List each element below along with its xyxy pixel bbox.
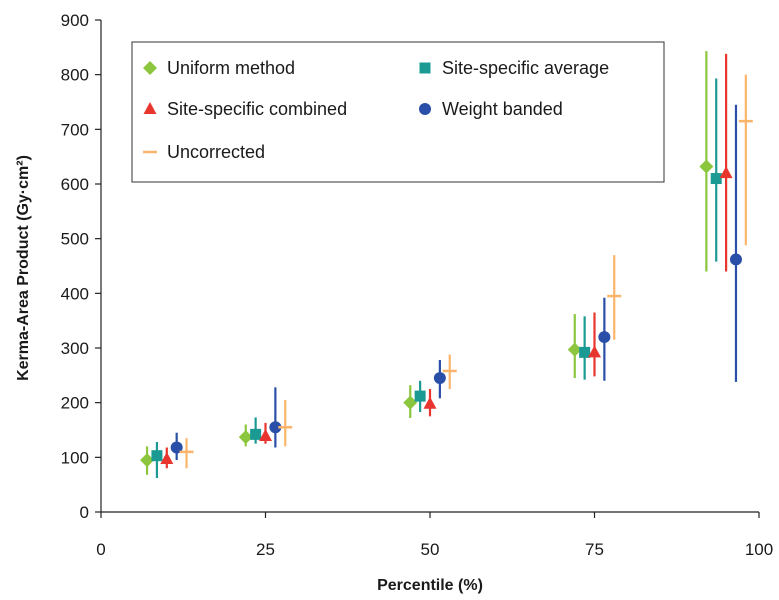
series-5 xyxy=(179,74,753,469)
series-1 xyxy=(140,51,714,475)
data-point xyxy=(699,159,714,174)
data-point xyxy=(598,331,611,344)
y-tick-label: 700 xyxy=(61,120,89,139)
data-point xyxy=(719,166,733,179)
chart-marks xyxy=(140,51,753,479)
legend-label: Weight banded xyxy=(442,99,563,119)
y-tick-label: 400 xyxy=(61,284,89,303)
data-point xyxy=(423,396,437,409)
legend-label: Uncorrected xyxy=(167,142,265,162)
data-point xyxy=(414,390,426,402)
legend-marker xyxy=(143,102,157,114)
data-point xyxy=(579,346,591,358)
chart-ticks: 0 100 200 300 400 500 600 700 800 900 0 25 50 75 100 xyxy=(61,11,774,559)
data-point xyxy=(588,345,601,358)
y-axis-label: Kerma-Area Product (Gy·cm²) xyxy=(15,155,32,381)
data-point xyxy=(160,451,174,464)
legend-label: Site-specific combined xyxy=(167,99,347,119)
data-point xyxy=(269,421,282,434)
y-tick-label: 0 xyxy=(80,503,89,522)
legend-marker xyxy=(419,62,431,74)
x-tick-label: 75 xyxy=(585,540,604,559)
series-2 xyxy=(151,78,722,479)
y-tick-label: 500 xyxy=(61,230,89,249)
y-tick-label: 900 xyxy=(61,11,89,30)
y-tick-label: 800 xyxy=(61,66,89,85)
series-4 xyxy=(170,104,742,461)
legend-box xyxy=(131,41,665,183)
x-tick-label: 50 xyxy=(421,540,440,559)
x-tick-label: 25 xyxy=(256,540,275,559)
series-3 xyxy=(160,53,733,469)
data-point xyxy=(259,429,272,442)
data-point xyxy=(170,441,183,454)
data-point xyxy=(238,430,253,445)
y-tick-label: 200 xyxy=(61,394,89,413)
data-point xyxy=(567,342,582,357)
legend-marker xyxy=(419,103,431,115)
x-tick-label: 0 xyxy=(96,540,105,559)
data-point xyxy=(250,428,262,440)
data-point xyxy=(403,395,418,410)
legend-label: Site-specific average xyxy=(442,58,609,78)
legend: Uniform method Site-specific average Site-… xyxy=(131,41,665,183)
data-point xyxy=(151,450,163,462)
data-point xyxy=(433,372,446,385)
legend-label: Uniform method xyxy=(167,58,295,78)
data-point xyxy=(710,173,722,185)
y-tick-label: 300 xyxy=(61,339,89,358)
legend-marker xyxy=(143,61,157,75)
y-tick-label: 100 xyxy=(61,448,89,467)
x-tick-label: 100 xyxy=(745,540,773,559)
x-axis-label: Percentile (%) xyxy=(377,577,483,594)
data-point xyxy=(729,253,742,266)
y-tick-label: 600 xyxy=(61,175,89,194)
data-point xyxy=(140,453,155,468)
